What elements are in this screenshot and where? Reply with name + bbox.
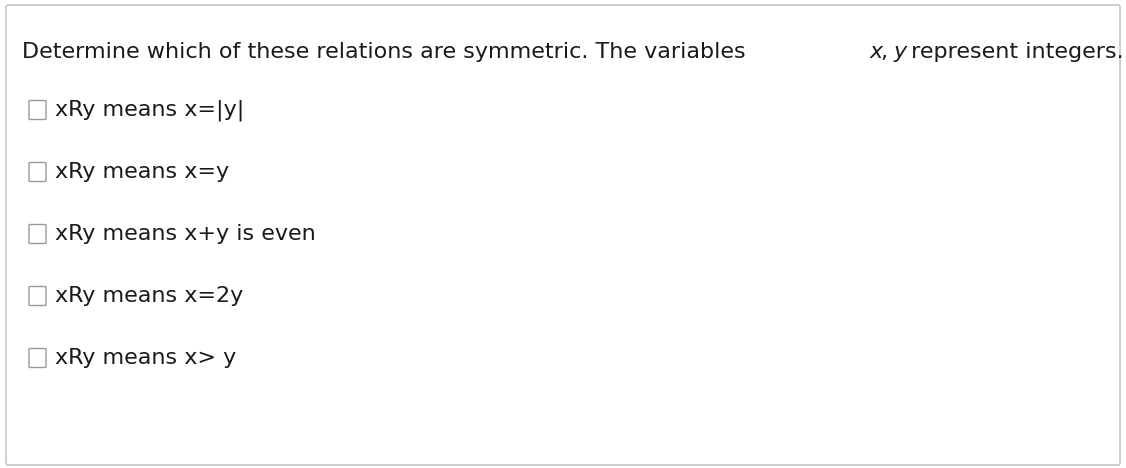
FancyBboxPatch shape xyxy=(29,101,46,119)
Text: represent integers.: represent integers. xyxy=(904,42,1124,62)
Text: y: y xyxy=(893,42,906,62)
Text: xRy means x=y: xRy means x=y xyxy=(55,162,229,182)
FancyBboxPatch shape xyxy=(29,286,46,306)
FancyBboxPatch shape xyxy=(29,225,46,243)
FancyBboxPatch shape xyxy=(29,162,46,182)
FancyBboxPatch shape xyxy=(6,5,1120,465)
FancyBboxPatch shape xyxy=(29,349,46,367)
Text: ,: , xyxy=(882,42,895,62)
Text: Determine which of these relations are symmetric. The variables: Determine which of these relations are s… xyxy=(23,42,753,62)
Text: xRy means x=2y: xRy means x=2y xyxy=(55,286,243,306)
Text: x: x xyxy=(870,42,883,62)
Text: xRy means x> y: xRy means x> y xyxy=(55,348,236,368)
Text: xRy means x+y is even: xRy means x+y is even xyxy=(55,224,315,244)
Text: xRy means x=|y|: xRy means x=|y| xyxy=(55,99,244,121)
